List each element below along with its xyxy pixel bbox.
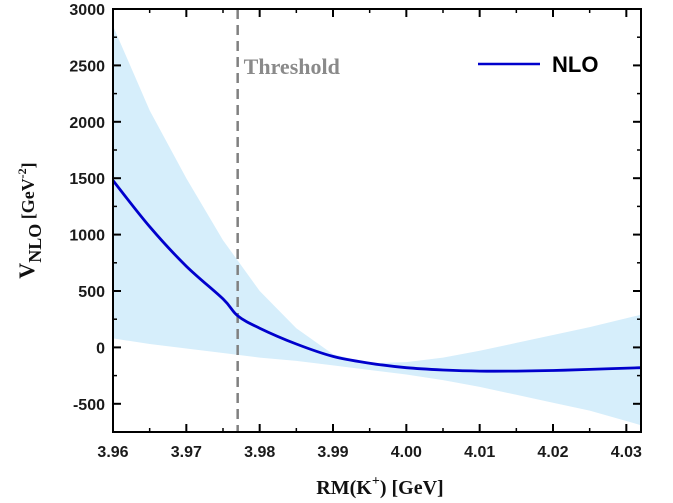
y-tick-label: -500 bbox=[73, 397, 105, 414]
y-tick-label: 1000 bbox=[69, 228, 105, 245]
y-axis-title-unit: [GeV bbox=[18, 178, 38, 223]
confidence-band bbox=[113, 25, 641, 426]
threshold-layer: Threshold bbox=[236, 9, 340, 432]
y-tick-label: 3000 bbox=[69, 2, 105, 19]
series-line-nlo bbox=[111, 179, 642, 373]
x-axis-title-main: RM(K bbox=[316, 477, 372, 499]
x-tick-label: 4.02 bbox=[537, 444, 568, 461]
legend-label-nlo: NLO bbox=[552, 52, 598, 77]
y-axis-title-sub: NLO bbox=[25, 224, 45, 263]
threshold-label: Threshold bbox=[244, 54, 340, 79]
y-axis-title-sup: -2 bbox=[15, 168, 29, 178]
x-axis-title-sup: + bbox=[372, 474, 380, 489]
x-tick-label: 4.01 bbox=[464, 444, 495, 461]
legend: NLO bbox=[478, 52, 598, 77]
y-tick-layer: -500 0 500 1000 1500 2000 2500 3000 bbox=[69, 2, 641, 414]
y-tick-label: 500 bbox=[78, 284, 105, 301]
x-tick-layer: 3.96 3.97 3.98 3.99 4.00 4.01 4.02 4.03 bbox=[97, 9, 642, 461]
confidence-band-layer bbox=[113, 25, 641, 426]
y-tick-label: 1500 bbox=[69, 171, 105, 188]
y-tick-label: 0 bbox=[96, 340, 105, 357]
y-axis-title: VNLO [GeV-2] bbox=[14, 162, 45, 278]
x-tick-label: 4.03 bbox=[611, 444, 642, 461]
plot-frame bbox=[112, 8, 642, 433]
y-axis-title-main: V bbox=[14, 263, 39, 279]
x-tick-label: 3.98 bbox=[244, 444, 275, 461]
x-tick-label: 4.00 bbox=[391, 444, 422, 461]
x-axis-title-unit: ) [GeV] bbox=[380, 477, 444, 499]
x-tick-label: 3.96 bbox=[97, 444, 128, 461]
y-tick-label: 2000 bbox=[69, 115, 105, 132]
y-tick-label: 2500 bbox=[69, 58, 105, 75]
x-tick-label: 3.97 bbox=[171, 444, 202, 461]
x-tick-label: 3.99 bbox=[317, 444, 348, 461]
series-layer bbox=[111, 179, 642, 373]
x-axis-title: RM(K+) [GeV] bbox=[316, 474, 443, 499]
frame-layer bbox=[112, 8, 642, 433]
y-axis-title-close: ] bbox=[18, 162, 38, 168]
